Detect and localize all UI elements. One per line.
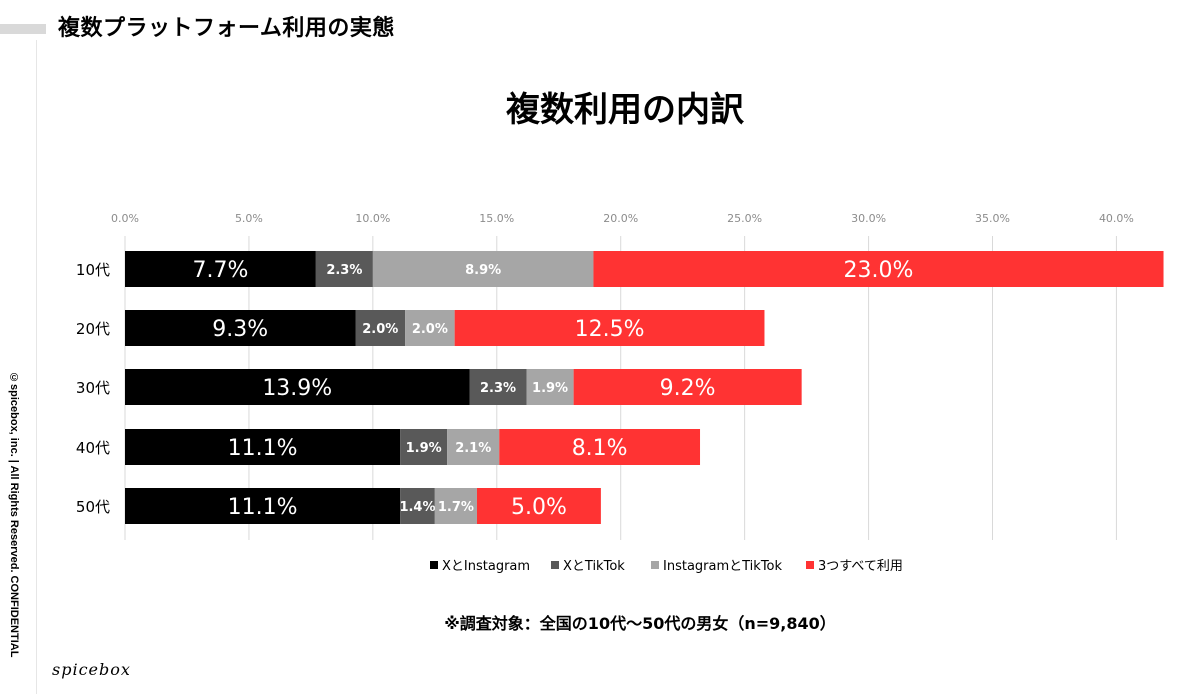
legend-swatch: [806, 561, 814, 569]
bar-segment: [469, 369, 527, 405]
legend-swatch: [430, 561, 438, 569]
data-label: 11.1%: [228, 495, 298, 520]
bar-segment: [400, 488, 435, 524]
data-label: 2.3%: [480, 381, 516, 396]
data-label: 2.1%: [455, 441, 491, 456]
legend-label: XとTikTok: [563, 559, 625, 574]
data-label: 1.4%: [399, 500, 435, 515]
legend-label: 3つすべて利用: [818, 559, 903, 574]
spicebox-logo: spicebox: [52, 660, 131, 679]
legend-swatch: [551, 561, 559, 569]
bar-segment: [372, 251, 594, 287]
data-label: 8.1%: [572, 436, 628, 461]
bar-segment: [499, 429, 701, 465]
x-tick-label: 20.0%: [603, 212, 638, 225]
x-tick-label: 30.0%: [851, 212, 886, 225]
data-label: 2.0%: [412, 322, 448, 337]
side-divider: [36, 40, 37, 694]
category-label: 30代: [76, 379, 110, 397]
data-label: 1.9%: [406, 441, 442, 456]
legend-label: XとInstagram: [442, 559, 530, 574]
category-label: 10代: [76, 261, 110, 279]
category-label: 40代: [76, 439, 110, 457]
x-tick-label: 5.0%: [235, 212, 263, 225]
bar-segment: [125, 251, 316, 287]
chart-title: 複数利用の内訳: [506, 90, 744, 130]
bar-segment: [125, 429, 401, 465]
data-label: 11.1%: [228, 436, 298, 461]
bar-segment: [526, 369, 574, 405]
bar-segment: [355, 310, 406, 346]
bar-segment: [573, 369, 802, 405]
bar-segment: [315, 251, 373, 287]
data-label: 2.0%: [362, 322, 398, 337]
x-tick-label: 0.0%: [111, 212, 139, 225]
data-label: 12.5%: [575, 317, 645, 342]
bar-segment: [593, 251, 1164, 287]
bar-segment: [454, 310, 765, 346]
data-label: 23.0%: [844, 258, 914, 283]
bar-segment: [400, 429, 448, 465]
data-label: 5.0%: [511, 495, 567, 520]
data-label: 8.9%: [465, 263, 501, 278]
bar-segment: [125, 310, 356, 346]
bar-segment: [125, 369, 470, 405]
bar-segment: [447, 429, 500, 465]
copyright-notice: ©spicebox, inc. | All Rights Reserved. C…: [8, 372, 20, 658]
data-label: 1.9%: [532, 381, 568, 396]
slide-header: 複数プラットフォーム利用の実態: [58, 16, 395, 41]
bar-segment: [125, 488, 401, 524]
x-tick-label: 25.0%: [727, 212, 762, 225]
header-accent-bar: [0, 24, 46, 34]
data-label: 13.9%: [262, 376, 332, 401]
data-label: 9.2%: [660, 376, 716, 401]
x-tick-label: 35.0%: [975, 212, 1010, 225]
data-label: 7.7%: [192, 258, 248, 283]
x-tick-label: 15.0%: [479, 212, 514, 225]
survey-footnote: ※調査対象：全国の10代〜50代の男女（n=9,840）: [444, 614, 836, 633]
bar-segment: [476, 488, 601, 524]
category-label: 50代: [76, 498, 110, 516]
x-tick-label: 40.0%: [1099, 212, 1134, 225]
legend-swatch: [651, 561, 659, 569]
category-label: 20代: [76, 320, 110, 338]
legend-label: InstagramとTikTok: [663, 559, 783, 574]
data-label: 9.3%: [212, 317, 268, 342]
data-label: 2.3%: [326, 263, 362, 278]
bar-segment: [405, 310, 455, 346]
data-label: 1.7%: [438, 500, 474, 515]
x-tick-label: 10.0%: [355, 212, 390, 225]
bar-segment: [434, 488, 477, 524]
